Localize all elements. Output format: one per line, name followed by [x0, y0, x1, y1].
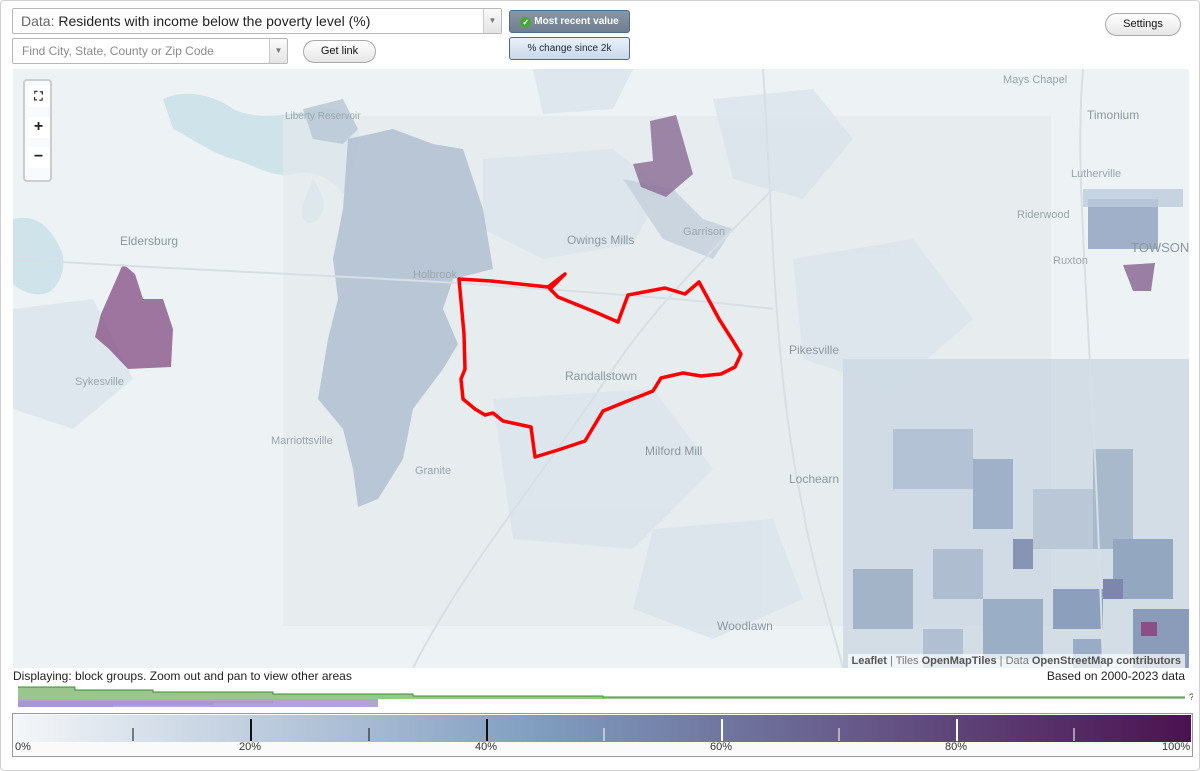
- place-label: Riderwood: [1017, 209, 1070, 221]
- place-label: Ruxton: [1053, 255, 1088, 267]
- zoom-in-icon[interactable]: +: [28, 117, 49, 138]
- place-label: Mays Chapel: [1003, 74, 1068, 86]
- data-range-note: Based on 2000-2023 data: [1046, 669, 1185, 683]
- display-status: Displaying: block groups. Zoom out and p…: [13, 669, 352, 683]
- map-canvas: [13, 69, 1189, 668]
- tiles-link[interactable]: OpenMapTiles: [921, 655, 997, 667]
- checkmark-icon: ✓: [520, 17, 532, 28]
- legend-label-0: 0%: [15, 741, 31, 753]
- high-poverty-area-eldersburg: [95, 264, 173, 369]
- histogram-marker: ?: [1189, 692, 1193, 702]
- place-label: Marriottsville: [271, 435, 333, 447]
- legend-ticks: [132, 719, 488, 741]
- legend-label-40: 40%: [475, 741, 498, 753]
- low-poverty-region: [318, 129, 493, 507]
- high-poverty-area-owings-mills: [633, 115, 693, 197]
- high-poverty-area-towson: [1123, 263, 1155, 291]
- roads: [13, 69, 1104, 668]
- place-label: Liberty Reservoir: [285, 111, 361, 122]
- legend-ticks-light: [603, 719, 1075, 741]
- selected-area-outline[interactable]: [457, 272, 743, 459]
- settings-button[interactable]: Settings: [1105, 13, 1181, 36]
- get-link-button[interactable]: Get link: [303, 40, 376, 63]
- chevron-down-icon[interactable]: ▼: [269, 39, 287, 63]
- chevron-down-icon[interactable]: ▼: [483, 9, 501, 33]
- place-label: Milford Mill: [645, 444, 703, 458]
- zoom-controls: ⛶ + −: [23, 79, 52, 182]
- data-selector-value: Residents with income below the poverty …: [58, 13, 371, 29]
- legend-label-80: 80%: [945, 741, 968, 753]
- data-selector[interactable]: Data: Residents with income below the po…: [12, 8, 502, 34]
- zoom-out-icon[interactable]: −: [28, 147, 49, 168]
- place-label: Lochearn: [789, 472, 840, 486]
- fit-extent-icon[interactable]: ⛶: [28, 86, 49, 107]
- most-recent-value-button[interactable]: ✓ Most recent value: [509, 10, 630, 33]
- legend-label-20: 20%: [239, 741, 262, 753]
- place-label: Granite: [415, 465, 452, 477]
- percent-change-button[interactable]: % change since 2k: [509, 37, 630, 60]
- place-label: Eldersburg: [120, 234, 179, 248]
- distribution-histogram: ?: [18, 686, 1193, 707]
- color-legend: 0% 20% 40% 60% 80% 100%: [12, 713, 1193, 757]
- place-label: TOWSON: [1131, 240, 1189, 255]
- place-label: Woodlawn: [717, 619, 773, 633]
- data-link[interactable]: OpenStreetMap contributors: [1031, 655, 1181, 667]
- place-label: Owings Mills: [567, 233, 635, 247]
- legend-label-60: 60%: [710, 741, 733, 753]
- place-label: Sykesville: [75, 376, 124, 388]
- location-search[interactable]: ▼: [12, 38, 288, 64]
- legend-label-100: 100%: [1162, 741, 1191, 753]
- census-tracts: [13, 69, 973, 639]
- leaflet-link[interactable]: Leaflet: [851, 655, 887, 667]
- place-label: Timonium: [1087, 108, 1140, 122]
- urban-block-groups: [843, 189, 1189, 668]
- place-label: Holbrook: [413, 269, 458, 281]
- data-selector-prefix: Data:: [21, 13, 55, 29]
- place-label: Lutherville: [1071, 168, 1122, 180]
- place-label: Randallstown: [565, 369, 638, 383]
- place-label: Garrison: [683, 226, 726, 238]
- map-view[interactable]: Mays Chapel Timonium Lutherville Eldersb…: [13, 69, 1189, 668]
- search-input[interactable]: [13, 39, 263, 63]
- place-label: Pikesville: [789, 343, 840, 357]
- map-attribution: Leaflet | Tiles OpenMapTiles | Data Open…: [847, 654, 1185, 668]
- most-recent-value-label: Most recent value: [534, 16, 619, 27]
